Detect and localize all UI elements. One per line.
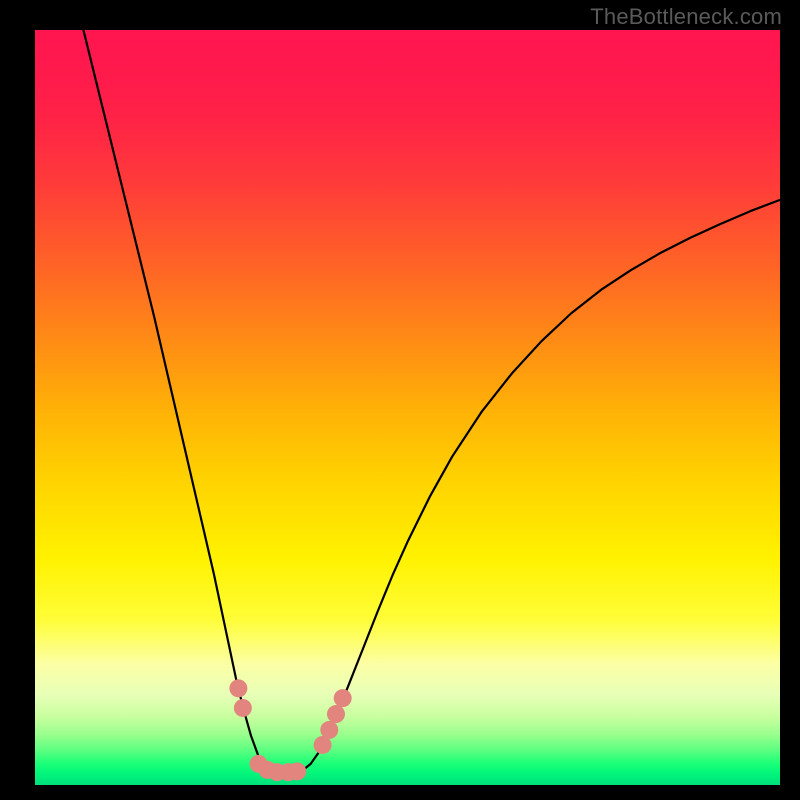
plot-area	[35, 30, 780, 785]
curve-marker	[320, 721, 338, 739]
chart-background	[35, 30, 780, 785]
curve-marker	[288, 762, 306, 780]
curve-marker	[327, 705, 345, 723]
watermark-text: TheBottleneck.com	[590, 4, 782, 30]
curve-marker	[334, 689, 352, 707]
curve-marker	[234, 699, 252, 717]
chart-svg	[35, 30, 780, 785]
curve-marker	[229, 679, 247, 697]
